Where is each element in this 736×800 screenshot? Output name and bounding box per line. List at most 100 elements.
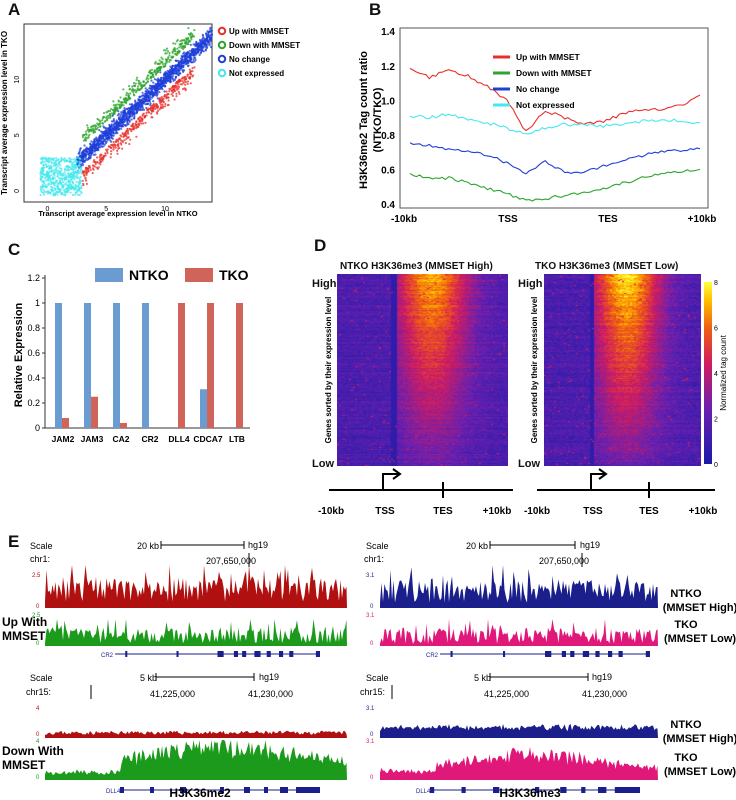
scatter-point (39, 172, 42, 175)
scatter-point (152, 81, 155, 84)
scatter-point (44, 157, 47, 160)
scatter-point (172, 84, 175, 88)
exon (120, 787, 124, 793)
exon (493, 787, 500, 793)
scatter-point (86, 151, 89, 154)
line-ytick: 1.4 (381, 27, 395, 38)
scatter-point (160, 78, 163, 81)
scatter-point (86, 126, 90, 129)
scatter-point (156, 112, 159, 115)
bar-legend-swatch (95, 268, 123, 282)
scatter-point (121, 147, 124, 150)
scatter-point (53, 187, 56, 190)
scatter-point (156, 97, 159, 100)
bar-legend-swatch (185, 268, 213, 282)
scatter-xlabel: Transcript average expression level in N… (38, 209, 197, 218)
scatter-point (46, 191, 50, 194)
scatter-point (93, 139, 96, 143)
scatter-point (156, 107, 159, 110)
scatter-point (177, 90, 180, 93)
genome-label: hg19 (580, 540, 600, 550)
scatter-point (166, 80, 169, 83)
scatter-point (149, 92, 152, 95)
scatter-point (123, 120, 126, 123)
scatter-point (143, 116, 146, 119)
scatter-point (75, 180, 78, 183)
scatter-point (115, 109, 118, 112)
exon (614, 787, 640, 793)
scatter-ticks: 0 0 5 5 10 10 (14, 76, 169, 213)
scatter-point (62, 172, 65, 175)
scatter-point (183, 39, 186, 42)
scatter-point (164, 93, 167, 96)
scatter-point (137, 125, 140, 129)
scatter-point (52, 162, 56, 165)
scatter-point (45, 159, 49, 162)
scatter-point (92, 153, 96, 156)
scatter-point (169, 73, 172, 76)
scatter-point (135, 78, 138, 81)
scatter-point (190, 61, 193, 64)
schematic-tick-labels: -10kb TSS TES +10kb -10kb TSS TES +10kb (318, 506, 717, 517)
scatter-point (199, 40, 202, 43)
scatter-point (176, 80, 179, 83)
scatter-point (78, 188, 81, 191)
scatter-point (186, 50, 189, 54)
scatter-point (97, 126, 100, 129)
scatter-point (162, 100, 165, 103)
scatter-point (149, 71, 152, 74)
scatter-point (117, 128, 120, 131)
schematic-tick: -10kb (524, 506, 550, 517)
scatter-point (201, 45, 204, 49)
scatter-point (194, 48, 197, 51)
scatter-point (156, 79, 159, 82)
scatter-point (178, 50, 181, 53)
scatter-point (186, 80, 190, 83)
scatter-point (147, 74, 150, 77)
scatter-point (145, 111, 148, 114)
scatter-point (64, 173, 67, 176)
scatter-point (119, 114, 122, 117)
exon (570, 651, 575, 657)
scatter-point (71, 176, 74, 179)
scatter-point (106, 136, 109, 139)
exon (244, 787, 250, 793)
scatter-point (183, 42, 187, 45)
genome-browser: Scale chr1: 20 kb hg19 207,650,000 Scale chr1:… (2, 540, 736, 800)
scatter-point (181, 83, 184, 86)
scatter-point (88, 129, 91, 132)
scatter-point (85, 130, 88, 133)
scatter-point (112, 108, 115, 111)
scatter-point (89, 168, 92, 171)
scatter-point (171, 56, 174, 59)
scatter-point (92, 127, 95, 130)
scatter-point (135, 127, 138, 130)
scatter-point (135, 111, 139, 114)
track-label-tko: (MMSET Low) (664, 766, 736, 778)
scatter-point (167, 99, 170, 102)
scatter-point (183, 51, 186, 54)
scatter-point (117, 122, 120, 126)
scatter-point (193, 60, 196, 63)
genome-label: hg19 (248, 540, 268, 550)
scatter-point (172, 70, 175, 73)
scatter-point (64, 188, 67, 191)
scatter-point (90, 130, 93, 133)
scatter-point (181, 55, 184, 59)
scatter-point (97, 144, 100, 147)
scatter-point (55, 185, 59, 188)
scatter-point (128, 103, 131, 106)
colorbar-label: Normalized tag count (719, 334, 728, 410)
scatter-point (146, 88, 149, 91)
scatter-point (131, 88, 134, 91)
exon (598, 787, 607, 793)
scatter-point (91, 151, 94, 154)
track-tko-me3 (380, 746, 658, 780)
scatter-point (125, 116, 128, 119)
scatter-point (159, 103, 162, 106)
scatter-point (142, 122, 145, 125)
scatter-point (189, 43, 192, 47)
scatter-point (192, 58, 195, 62)
scatter-point (74, 183, 77, 186)
scatter-point (55, 166, 58, 169)
